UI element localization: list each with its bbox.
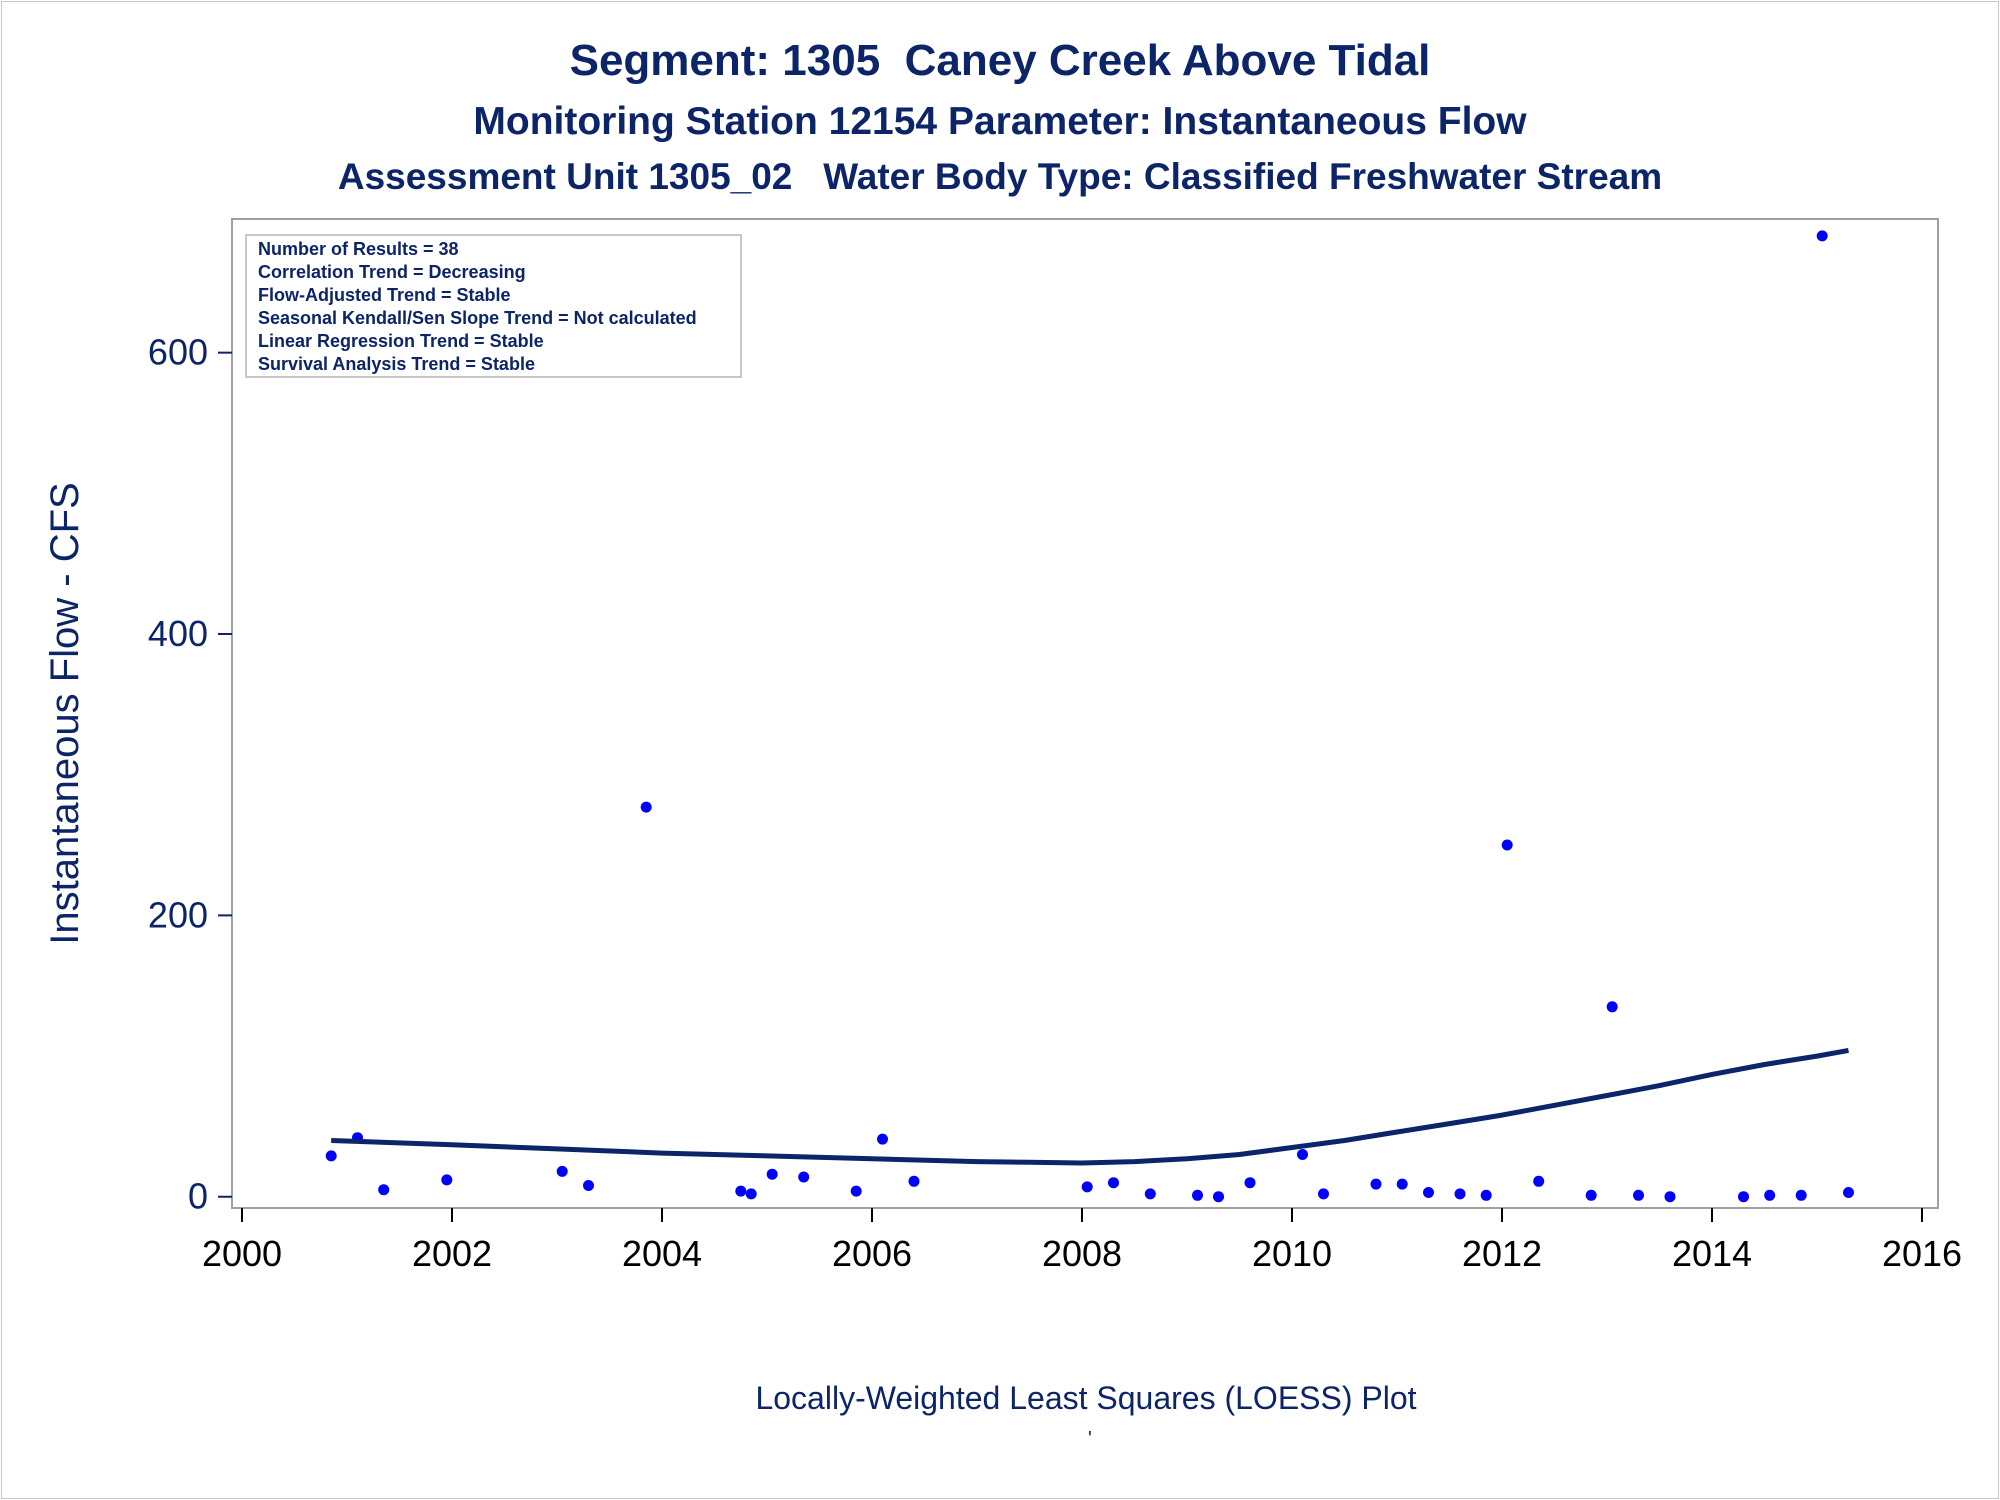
stats-box: Number of Results = 38 Correlation Trend … <box>245 234 742 378</box>
x-tick-label: 2014 <box>1672 1233 1752 1274</box>
x-tick-label: 2006 <box>832 1233 912 1274</box>
chart-subtitle: Monitoring Station 12154 Parameter: Inst… <box>473 100 1527 143</box>
data-point <box>1606 1001 1618 1013</box>
stats-box-frame <box>245 234 742 378</box>
footnote-mark: ' <box>1088 1428 1092 1450</box>
data-point <box>1244 1177 1256 1189</box>
y-axis-label: Instantaneous Flow - CFS <box>43 482 87 944</box>
data-point <box>1213 1191 1224 1203</box>
data-point <box>1795 1189 1807 1201</box>
stats-line: Correlation Trend = Decreasing <box>258 262 526 282</box>
data-point <box>325 1150 337 1162</box>
data-point <box>1480 1189 1492 1201</box>
data-point <box>640 801 652 813</box>
y-tick-label: 0 <box>188 1176 208 1217</box>
data-point <box>1816 230 1828 242</box>
data-point <box>745 1188 757 1200</box>
data-point <box>1423 1187 1434 1198</box>
y-tick-label: 400 <box>148 613 208 654</box>
data-point <box>1318 1188 1329 1200</box>
data-point <box>441 1174 453 1186</box>
x-tick-label: 2010 <box>1252 1233 1332 1274</box>
data-point <box>1664 1191 1676 1203</box>
plot-area <box>231 218 1939 1209</box>
data-marks <box>325 230 1854 1203</box>
stats-line: Flow-Adjusted Trend = Stable <box>258 285 511 305</box>
stats-line: Seasonal Kendall/Sen Slope Trend = Not c… <box>258 308 697 328</box>
data-point <box>877 1133 888 1145</box>
data-point <box>850 1185 862 1197</box>
x-tick-label: 2008 <box>1042 1233 1122 1274</box>
loess-line <box>331 1047 1849 1166</box>
data-point <box>1192 1189 1203 1201</box>
data-point <box>1764 1189 1776 1201</box>
data-point <box>1843 1187 1854 1198</box>
data-point <box>1585 1189 1597 1201</box>
x-tick-label: 2016 <box>1882 1233 1962 1274</box>
chart-footnote: Locally-Weighted Least Squares (LOESS) P… <box>755 1380 1417 1416</box>
data-point <box>556 1165 568 1177</box>
x-tick-label: 2004 <box>622 1233 702 1274</box>
y-tick-label: 600 <box>148 332 208 373</box>
chart-subtitle-2: Assessment Unit 1305_02 Water Body Type:… <box>337 156 1663 197</box>
stats-line: Survival Analysis Trend = Stable <box>258 354 535 374</box>
data-point <box>1501 839 1513 851</box>
y-tick-label: 200 <box>148 894 208 935</box>
data-point <box>766 1168 778 1180</box>
data-point <box>1633 1189 1644 1201</box>
data-point <box>1396 1178 1408 1190</box>
data-point <box>1370 1178 1382 1190</box>
data-point <box>735 1185 747 1197</box>
stats-line: Number of Results = 38 <box>258 239 459 259</box>
stats-line: Linear Regression Trend = Stable <box>258 331 544 351</box>
data-point <box>1738 1191 1749 1203</box>
x-tick-label: 2002 <box>412 1233 492 1274</box>
axes: 2000 2002 2004 2006 2008 2010 2012 2014 2016 0 200… <box>148 332 1962 1274</box>
data-point <box>1144 1188 1156 1200</box>
data-point <box>378 1184 390 1196</box>
data-point <box>908 1175 920 1187</box>
data-point <box>1297 1149 1308 1160</box>
data-point <box>1108 1177 1119 1189</box>
x-tick-label: 2000 <box>202 1233 282 1274</box>
data-point <box>1454 1188 1466 1200</box>
data-point <box>1081 1181 1093 1193</box>
data-point <box>583 1180 594 1191</box>
x-tick-label: 2012 <box>1462 1233 1542 1274</box>
data-point <box>798 1171 810 1183</box>
data-point <box>1533 1175 1545 1187</box>
chart-title: Segment: 1305 Caney Creek Above Tidal <box>569 36 1431 85</box>
